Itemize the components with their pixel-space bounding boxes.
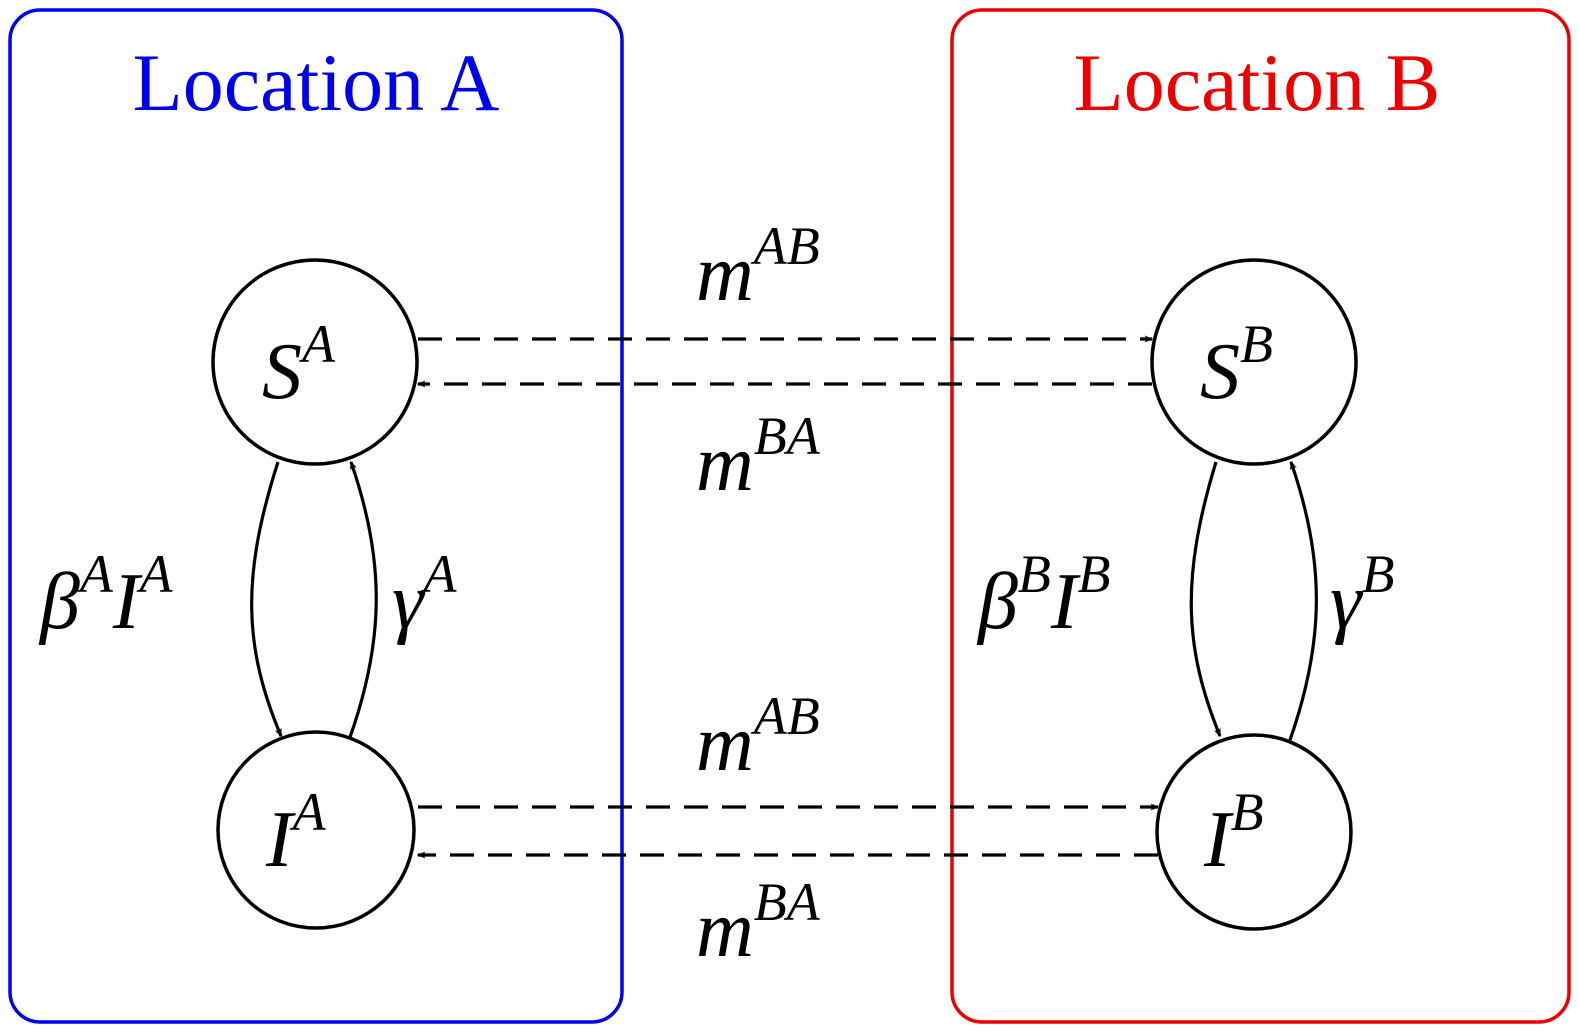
node-s-b-circle [1150,258,1358,466]
edge-infection-a-label: βAIA [38,544,173,646]
node-i-b-label: IB [1203,782,1264,884]
node-i-b-circle [1155,733,1353,931]
edge-recovery-a-label: γA [392,544,458,646]
location-a-box [8,8,624,1024]
location-b-box [950,8,1571,1024]
edge-i-ba-label: mBA [696,872,821,974]
edge-s-ba-label: mBA [696,406,821,508]
location-b-title: Location B [1074,37,1441,128]
location-a-title: Location A [133,37,500,128]
edge-i-ab-label: mAB [696,686,820,788]
node-i-a-label: IA [265,782,327,884]
edge-infection-b [1189,461,1222,738]
node-i-a-circle [216,730,416,930]
edge-recovery-a [347,460,378,741]
edge-s-ab-label: mAB [696,216,820,318]
edge-infection-a [250,461,283,738]
edge-recovery-b-label: γB [1330,544,1395,646]
node-s-a-label: SA [262,314,336,416]
node-s-a-circle [211,258,419,466]
node-s-b-label: SB [1200,314,1273,416]
edge-infection-b-label: βBIB [976,544,1110,646]
edge-recovery-b [1288,460,1318,741]
